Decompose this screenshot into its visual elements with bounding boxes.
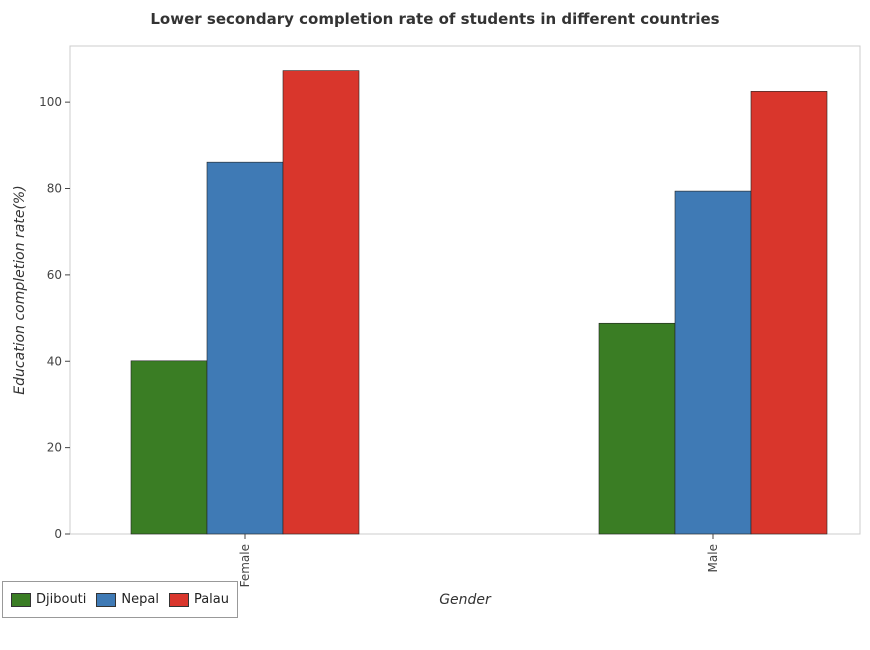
bar-djibouti-female [130,360,208,535]
y-axis-label: Education completion rate(%) [12,185,28,394]
legend-label: Palau [193,592,229,607]
legend-item-nepal: Nepal [96,592,159,607]
bar-nepal-female [206,161,284,535]
legend: Djibouti Nepal Palau [2,581,238,618]
y-axis: 0 20 40 60 80 100 [39,95,70,541]
bar-nepal-male [674,190,752,535]
y-tick-label: 40 [47,354,62,368]
legend-item-palau: Palau [168,592,229,607]
bars [130,70,828,535]
y-tick-label: 100 [39,95,62,109]
x-axis: Female Male [238,534,720,587]
y-tick-label: 80 [47,182,62,196]
legend-item-djibouti: Djibouti [11,592,86,607]
y-tick-label: 0 [54,527,62,541]
bar-palau-male [750,91,828,535]
y-tick-label: 20 [47,441,62,455]
legend-swatch [96,592,117,607]
x-tick-label: Male [706,544,720,572]
chart-title: Lower secondary completion rate of stude… [150,10,720,28]
bar-djibouti-male [598,322,676,535]
legend-label: Djibouti [36,592,87,607]
x-axis-label: Gender [439,592,492,608]
legend-swatch [11,592,31,607]
legend-label: Nepal [121,592,159,607]
legend-swatch [168,592,189,607]
x-tick-label: Female [238,544,252,587]
bar-palau-female [282,70,360,535]
y-tick-label: 60 [47,268,62,282]
